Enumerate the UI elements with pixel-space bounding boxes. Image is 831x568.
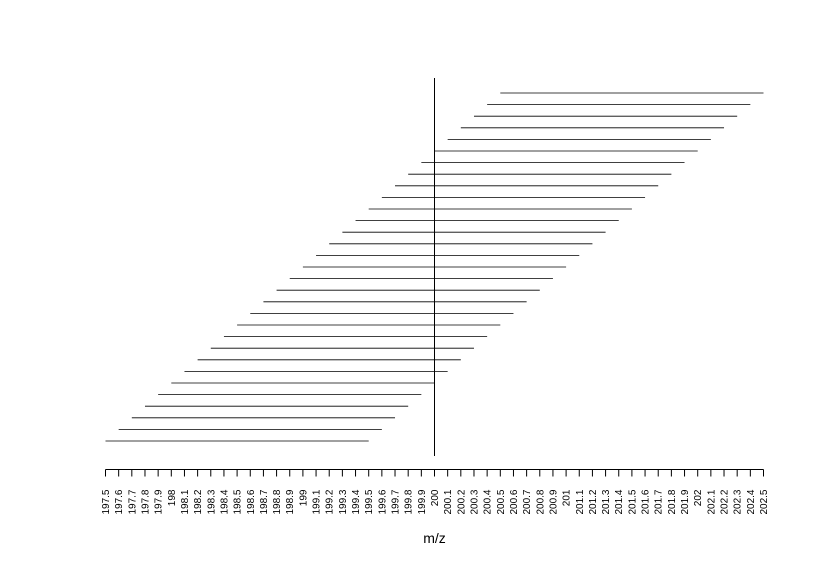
x-tick-label-1: 197.6 bbox=[114, 489, 125, 514]
x-tick-label-46: 202.1 bbox=[706, 489, 717, 514]
x-tick-label-28: 200.3 bbox=[469, 489, 480, 514]
x-tick-label-14: 198.9 bbox=[285, 489, 296, 514]
x-axis: 197.5 197.6 197.7 197.8 197.9 198 198.1 198.2 19… bbox=[101, 469, 770, 515]
x-tick-label-4: 197.9 bbox=[154, 489, 165, 514]
x-tick-label-32: 200.7 bbox=[522, 489, 533, 514]
x-tick-label-39: 201.4 bbox=[614, 489, 625, 514]
x-tick-label-44: 201.9 bbox=[680, 489, 691, 514]
x-tick-label-17: 199.2 bbox=[325, 489, 336, 514]
segments-group bbox=[105, 92, 764, 442]
x-tick-label-19: 199.4 bbox=[351, 489, 362, 514]
x-tick-label-10: 198.5 bbox=[233, 489, 244, 514]
x-axis-title: m/z bbox=[423, 530, 446, 546]
x-tick-label-49: 202.4 bbox=[746, 489, 757, 514]
x-tick-label-13: 198.8 bbox=[272, 489, 283, 514]
x-tick-label-12: 198.7 bbox=[259, 489, 270, 514]
x-tick-label-50: 202.5 bbox=[759, 489, 770, 514]
x-tick-label-23: 199.8 bbox=[404, 489, 415, 514]
x-tick-label-29: 200.4 bbox=[483, 489, 494, 514]
x-tick-label-26: 200.1 bbox=[443, 489, 454, 514]
x-tick-label-22: 199.7 bbox=[391, 489, 402, 514]
x-tick-label-31: 200.6 bbox=[509, 489, 520, 514]
x-tick-label-36: 201.1 bbox=[575, 489, 586, 514]
x-tick-label-18: 199.3 bbox=[338, 489, 349, 514]
x-tick-label-37: 201.2 bbox=[588, 489, 599, 514]
x-tick-label-38: 201.3 bbox=[601, 489, 612, 514]
x-tick-label-11: 198.6 bbox=[246, 489, 257, 514]
x-tick-label-40: 201.5 bbox=[627, 489, 638, 514]
x-tick-label-24: 199.9 bbox=[417, 489, 428, 514]
x-tick-label-9: 198.4 bbox=[219, 489, 230, 514]
x-tick-label-41: 201.6 bbox=[641, 489, 652, 514]
x-tick-label-48: 202.3 bbox=[733, 489, 744, 514]
x-tick-label-47: 202.2 bbox=[720, 489, 731, 514]
x-tick-label-5: 198 bbox=[167, 489, 178, 506]
x-tick-label-2: 197.7 bbox=[127, 489, 138, 514]
x-tick-label-15: 199 bbox=[298, 489, 309, 506]
x-tick-label-16: 199.1 bbox=[312, 489, 323, 514]
x-tick-label-21: 199.6 bbox=[377, 489, 388, 514]
x-tick-label-45: 202 bbox=[693, 489, 704, 506]
x-ticks-group: 197.5 197.6 197.7 197.8 197.9 198 198.1 198.2 19… bbox=[101, 469, 770, 515]
x-tick-label-27: 200.2 bbox=[456, 489, 467, 514]
x-tick-label-42: 201.7 bbox=[654, 489, 665, 514]
x-tick-label-30: 200.5 bbox=[496, 489, 507, 514]
x-tick-label-7: 198.2 bbox=[193, 489, 204, 514]
x-tick-label-33: 200.8 bbox=[535, 489, 546, 514]
x-tick-label-0: 197.5 bbox=[101, 489, 112, 514]
x-tick-label-35: 201 bbox=[562, 489, 573, 506]
x-tick-label-34: 200.9 bbox=[548, 489, 559, 514]
x-tick-label-43: 201.8 bbox=[667, 489, 678, 514]
x-tick-label-20: 199.5 bbox=[364, 489, 375, 514]
x-tick-label-3: 197.8 bbox=[140, 489, 151, 514]
x-tick-label-8: 198.3 bbox=[206, 489, 217, 514]
x-tick-label-25: 200 bbox=[430, 489, 441, 506]
x-tick-label-6: 198.1 bbox=[180, 489, 191, 514]
